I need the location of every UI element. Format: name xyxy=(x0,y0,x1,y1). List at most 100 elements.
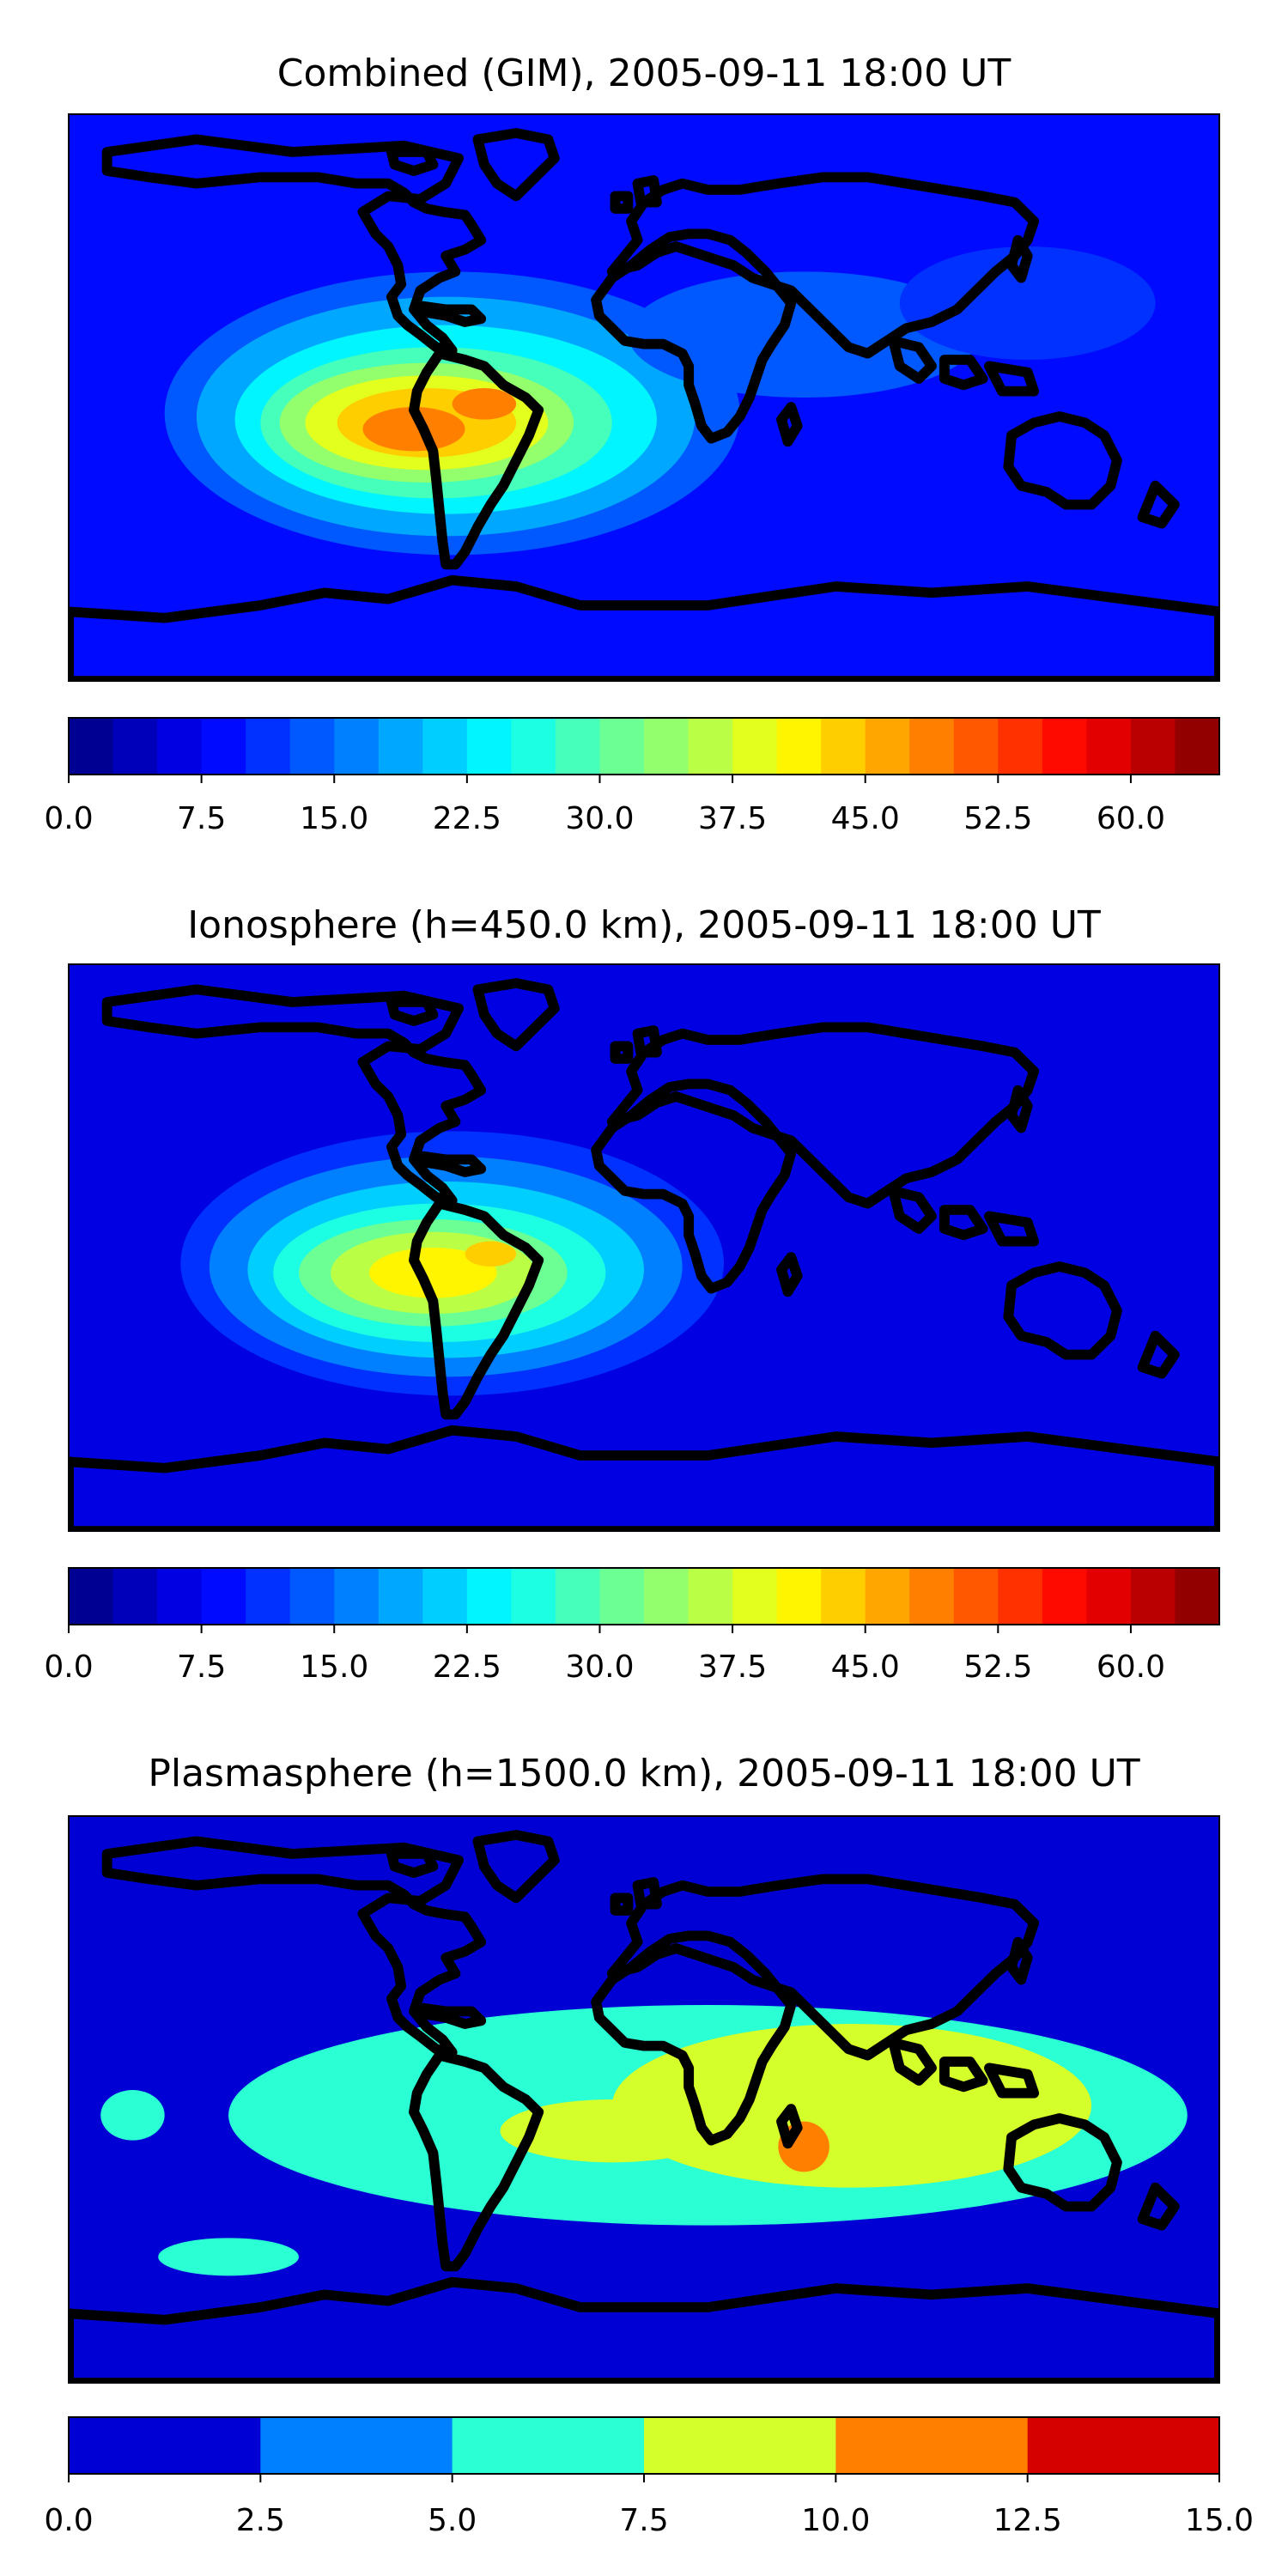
colorbar-swatch xyxy=(953,1568,999,1625)
colorbar-swatch xyxy=(334,1568,380,1625)
colorbar-swatch xyxy=(1175,1568,1220,1625)
colorbar-swatch xyxy=(246,1568,291,1625)
colorbar-swatch xyxy=(157,718,203,775)
contour-region xyxy=(158,2238,299,2276)
colorbar-swatch xyxy=(776,718,822,775)
contour-region xyxy=(628,271,980,398)
colorbar-tick-label: 0.0 xyxy=(44,1649,93,1685)
colorbar-swatch xyxy=(1175,718,1220,775)
colorbar-tick-label: 22.5 xyxy=(433,801,501,836)
colorbar-swatch xyxy=(69,718,114,775)
colorbar-swatch xyxy=(1130,718,1176,775)
colorbar-tick-label: 37.5 xyxy=(698,801,767,836)
colorbar-tick-label: 37.5 xyxy=(698,1649,767,1685)
colorbar-swatch xyxy=(511,1568,556,1625)
colorbar-swatch xyxy=(644,2417,836,2474)
colorbar-swatch xyxy=(998,1568,1043,1625)
colorbar-swatch xyxy=(511,718,556,775)
colorbar-swatch xyxy=(289,1568,335,1625)
colorbar-tick-label: 22.5 xyxy=(433,1649,501,1685)
panel-ionosphere: Ionosphere (h=450.0 km), 2005-09-11 18:0… xyxy=(44,903,1220,1685)
colorbar-swatch xyxy=(69,2417,261,2474)
colorbar-swatch xyxy=(688,718,733,775)
colorbar-swatch xyxy=(378,718,423,775)
colorbar-swatch xyxy=(1086,718,1132,775)
colorbar-swatch xyxy=(422,1568,468,1625)
chart-title: Plasmasphere (h=1500.0 km), 2005-09-11 1… xyxy=(148,1752,1139,1795)
colorbar-tick-label: 15.0 xyxy=(300,1649,368,1685)
colorbar-swatch xyxy=(776,1568,822,1625)
colorbar-swatch xyxy=(865,718,910,775)
map-plot xyxy=(68,113,1220,682)
colorbar-swatch xyxy=(246,718,291,775)
colorbar-tick-label: 15.0 xyxy=(1185,2503,1254,2538)
colorbar-tick-label: 7.5 xyxy=(177,1649,226,1685)
colorbar-swatch xyxy=(909,718,955,775)
colorbar-swatch xyxy=(1130,1568,1176,1625)
map-frame xyxy=(68,963,1220,1532)
colorbar-tick-label: 7.5 xyxy=(619,2503,668,2538)
contour-region xyxy=(899,246,1156,360)
panel-combined: Combined (GIM), 2005-09-11 18:00 UT 0.0 7… xyxy=(44,52,1220,836)
colorbar-tick-label: 5.0 xyxy=(428,2503,477,2538)
colorbar-swatch xyxy=(953,718,999,775)
colorbar-tick-label: 52.5 xyxy=(963,1649,1032,1685)
colorbar-frame xyxy=(68,717,1220,775)
colorbar-swatch xyxy=(555,718,601,775)
colorbar-swatch xyxy=(69,1568,114,1625)
colorbar-swatch xyxy=(378,1568,423,1625)
colorbar-swatch xyxy=(732,718,778,775)
colorbar-swatch xyxy=(260,2417,453,2474)
colorbar-swatch xyxy=(599,718,645,775)
colorbar: 0.0 7.5 15.0 22.5 30.0 37.5 45.0 52.5 60.0 xyxy=(44,1567,1220,1685)
colorbar-swatch xyxy=(466,718,512,775)
colorbar-tick-label: 60.0 xyxy=(1097,1649,1165,1685)
colorbar-tick-label: 7.5 xyxy=(177,801,226,836)
colorbar-swatch xyxy=(909,1568,955,1625)
colorbar-tick-label: 60.0 xyxy=(1097,801,1165,836)
map-plot xyxy=(68,963,1220,1532)
colorbar-tick-label: 30.0 xyxy=(565,1649,634,1685)
chart-title: Ionosphere (h=450.0 km), 2005-09-11 18:0… xyxy=(187,903,1101,947)
colorbar-swatch xyxy=(865,1568,910,1625)
colorbar-swatch xyxy=(201,1568,246,1625)
colorbar-swatch xyxy=(1027,2417,1220,2474)
colorbar-swatch xyxy=(157,1568,203,1625)
colorbar-tick-label: 0.0 xyxy=(44,801,93,836)
colorbar-swatch xyxy=(1086,1568,1132,1625)
colorbar-swatch xyxy=(688,1568,733,1625)
colorbar-tick-label: 45.0 xyxy=(831,801,900,836)
colorbar-tick-label: 12.5 xyxy=(993,2503,1062,2538)
colorbar-swatch xyxy=(289,718,335,775)
colorbar-tick-label: 30.0 xyxy=(565,801,634,836)
colorbar-swatch xyxy=(644,1568,690,1625)
colorbar-swatch xyxy=(466,1568,512,1625)
colorbar-swatch xyxy=(835,2417,1029,2474)
map-frame xyxy=(68,1815,1220,2384)
colorbar-tick-label: 2.5 xyxy=(236,2503,285,2538)
map-frame xyxy=(68,113,1220,682)
contour-region xyxy=(500,2099,725,2163)
colorbar-swatch xyxy=(112,718,158,775)
colorbar-swatch xyxy=(422,718,468,775)
colorbar-tick-label: 45.0 xyxy=(831,1649,900,1685)
colorbar-swatch xyxy=(732,1568,778,1625)
colorbar-swatch xyxy=(821,1568,866,1625)
colorbar-frame xyxy=(68,1567,1220,1625)
colorbar-swatch xyxy=(334,718,380,775)
colorbar-tick-label: 15.0 xyxy=(300,801,368,836)
contour-region xyxy=(362,407,465,452)
colorbar-swatch xyxy=(644,718,690,775)
colorbar-tick-label: 0.0 xyxy=(44,2503,93,2538)
colorbar-swatch xyxy=(452,2417,645,2474)
chart-title: Combined (GIM), 2005-09-11 18:00 UT xyxy=(277,52,1012,95)
colorbar-swatch xyxy=(201,718,246,775)
contour-region xyxy=(452,388,517,420)
colorbar: 0.0 7.5 15.0 22.5 30.0 37.5 45.0 52.5 60.0 xyxy=(44,717,1220,836)
colorbar: 0.0 2.5 5.0 7.5 10.0 12.5 15.0 xyxy=(44,2416,1254,2538)
colorbar-swatch xyxy=(112,1568,158,1625)
colorbar-swatch xyxy=(599,1568,645,1625)
colorbar-swatch xyxy=(1042,1568,1087,1625)
panel-plasmasphere: Plasmasphere (h=1500.0 km), 2005-09-11 1… xyxy=(44,1752,1254,2538)
